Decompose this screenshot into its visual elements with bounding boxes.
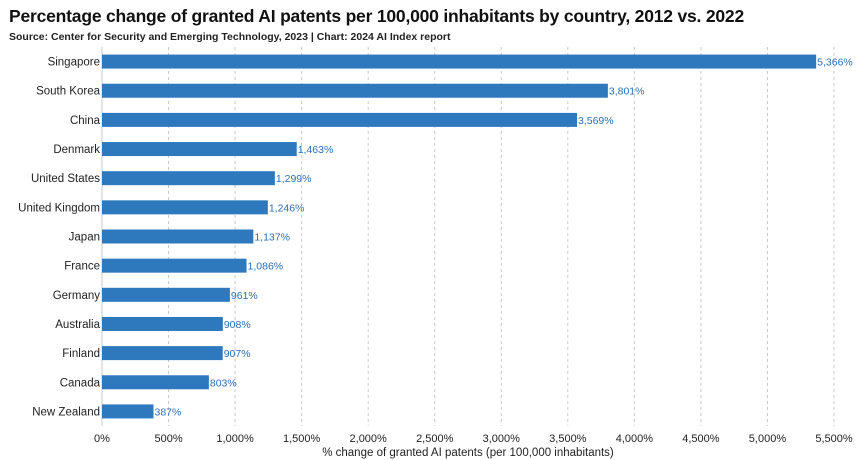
category-label: Canada bbox=[60, 377, 101, 389]
chart-subtitle: Source: Center for Security and Emerging… bbox=[9, 31, 451, 43]
bar bbox=[102, 258, 247, 273]
category-label: Japan bbox=[69, 232, 100, 244]
category-label: Germany bbox=[53, 290, 101, 302]
bar bbox=[102, 200, 268, 215]
bar bbox=[102, 287, 230, 302]
category-label: China bbox=[70, 115, 101, 127]
bar bbox=[102, 54, 817, 69]
value-labels: 5,366% 3,801% 3,569% 1,463% 1,299% 1,246% 1,13… bbox=[155, 57, 853, 419]
value-label: 5,366% bbox=[817, 57, 853, 69]
bar bbox=[102, 316, 223, 331]
bars bbox=[102, 54, 817, 419]
bar bbox=[102, 346, 223, 361]
category-label: France bbox=[64, 261, 100, 273]
category-label: Denmark bbox=[53, 144, 100, 156]
bar bbox=[102, 112, 578, 127]
x-tick-label: 5,000% bbox=[749, 433, 787, 445]
value-label: 1,299% bbox=[276, 173, 312, 185]
value-label: 3,569% bbox=[578, 115, 614, 127]
x-tick-label: 5,500% bbox=[815, 433, 853, 445]
value-label: 1,137% bbox=[254, 232, 290, 244]
x-tick-label: 4,000% bbox=[616, 433, 654, 445]
value-label: 3,801% bbox=[609, 86, 645, 98]
value-label: 908% bbox=[224, 319, 251, 331]
value-label: 961% bbox=[231, 290, 258, 302]
category-label: United Kingdom bbox=[18, 202, 100, 214]
chart-title: Percentage change of granted AI patents … bbox=[9, 6, 744, 26]
x-tick-label: 1,000% bbox=[216, 433, 254, 445]
bar bbox=[102, 375, 209, 390]
category-label: Australia bbox=[55, 319, 100, 331]
x-axis-label: % change of granted AI patents (per 100,… bbox=[322, 447, 614, 459]
value-label: 803% bbox=[210, 377, 237, 389]
category-label: Finland bbox=[62, 348, 100, 360]
x-tick-label: 4,500% bbox=[682, 433, 720, 445]
x-tick-label: 1,500% bbox=[283, 433, 321, 445]
bar bbox=[102, 142, 297, 157]
x-tick-label: 3,500% bbox=[549, 433, 587, 445]
value-label: 387% bbox=[155, 406, 182, 418]
x-tick-label: 2,500% bbox=[416, 433, 454, 445]
value-label: 1,463% bbox=[298, 144, 334, 156]
bar bbox=[102, 404, 154, 419]
x-tick-label: 0% bbox=[94, 433, 110, 445]
bar bbox=[102, 229, 254, 244]
category-label: Singapore bbox=[48, 57, 100, 69]
category-labels: Singapore South Korea China Denmark United S… bbox=[18, 57, 100, 419]
category-label: South Korea bbox=[36, 86, 101, 98]
category-label: New Zealand bbox=[32, 406, 100, 418]
value-label: 1,246% bbox=[269, 202, 305, 214]
x-tick-label: 2,000% bbox=[350, 433, 388, 445]
x-tick-labels: 0% 500% 1,000% 1,500% 2,000% 2,500% 3,000% 3,50… bbox=[94, 433, 853, 445]
bar bbox=[102, 83, 608, 98]
value-label: 1,086% bbox=[248, 261, 284, 273]
value-label: 907% bbox=[224, 348, 251, 360]
category-label: United States bbox=[31, 173, 100, 185]
bar bbox=[102, 171, 275, 186]
x-tick-label: 3,000% bbox=[483, 433, 521, 445]
x-tick-label: 500% bbox=[154, 433, 182, 445]
